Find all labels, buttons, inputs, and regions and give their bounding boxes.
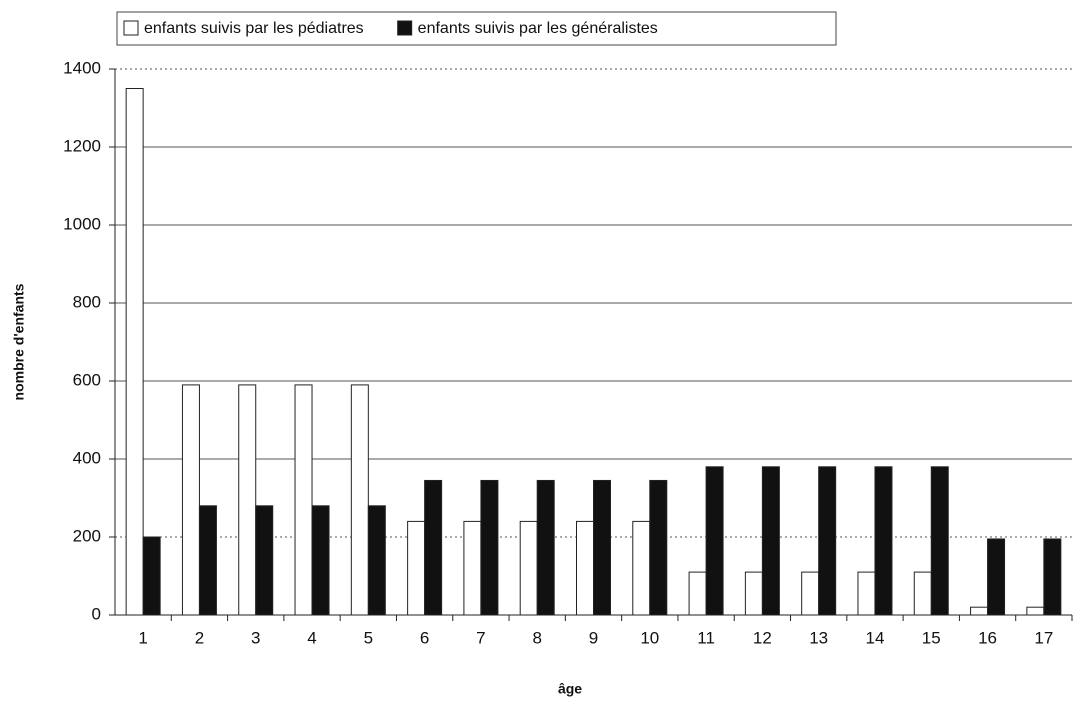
x-axis-label: âge (558, 681, 582, 697)
x-tick-label: 15 (922, 628, 941, 647)
bar (463, 520, 482, 616)
legend-label: enfants suivis par les pédiatres (144, 20, 364, 37)
x-tick-label: 10 (640, 628, 659, 647)
bar (632, 520, 651, 616)
bar (801, 571, 820, 616)
x-tick-label: 13 (809, 628, 828, 647)
y-tick-label: 1400 (63, 58, 101, 77)
bar (761, 466, 780, 616)
x-tick-label: 7 (476, 628, 485, 647)
x-tick-label: 14 (866, 628, 885, 647)
bar (519, 520, 538, 616)
y-axis-label: nombre d'enfants (11, 283, 27, 400)
bar (367, 505, 386, 616)
bar (1043, 538, 1062, 616)
bar (818, 466, 837, 616)
bar (536, 479, 555, 616)
legend-swatch (123, 20, 139, 36)
y-tick-label: 200 (73, 526, 101, 545)
bar (480, 479, 499, 616)
bar (198, 505, 217, 616)
y-tick-label: 1200 (63, 136, 101, 155)
bar (930, 466, 949, 616)
bar (1026, 606, 1045, 616)
x-tick-label: 6 (420, 628, 429, 647)
bar (744, 571, 763, 616)
bar (294, 384, 313, 616)
bar (255, 505, 274, 616)
legend-label: enfants suivis par les généralistes (418, 20, 658, 37)
bar (576, 520, 594, 616)
x-tick-label: 3 (251, 628, 260, 647)
bar (857, 571, 876, 616)
bar (142, 536, 161, 616)
y-tick-label: 1000 (63, 214, 101, 233)
x-tick-label: 9 (589, 628, 598, 647)
bar (311, 505, 330, 616)
bar (181, 384, 200, 616)
x-tick-label: 17 (1034, 628, 1053, 647)
bar (987, 538, 1006, 616)
x-tick-label: 16 (978, 628, 997, 647)
x-tick-label: 12 (753, 628, 772, 647)
legend-box (116, 11, 837, 46)
x-tick-label: 1 (138, 628, 147, 647)
y-tick-label: 600 (73, 370, 101, 389)
x-tick-label: 5 (364, 628, 373, 647)
legend-swatch (397, 20, 413, 36)
x-tick-label: 8 (532, 628, 541, 647)
bar (970, 606, 989, 616)
bar (874, 466, 893, 616)
bar (238, 384, 257, 616)
x-tick-label: 4 (307, 628, 316, 647)
y-tick-label: 800 (73, 292, 101, 311)
y-tick-label: 0 (92, 604, 101, 623)
bar (688, 571, 707, 616)
bar (705, 466, 724, 616)
bar (593, 479, 611, 616)
bar (407, 520, 426, 616)
bar (649, 479, 668, 616)
x-tick-label: 11 (697, 628, 715, 647)
y-tick-label: 400 (73, 448, 101, 467)
bar (125, 88, 144, 616)
bar (350, 384, 369, 616)
bar (424, 479, 443, 616)
bar (913, 571, 932, 616)
x-tick-label: 2 (195, 628, 204, 647)
